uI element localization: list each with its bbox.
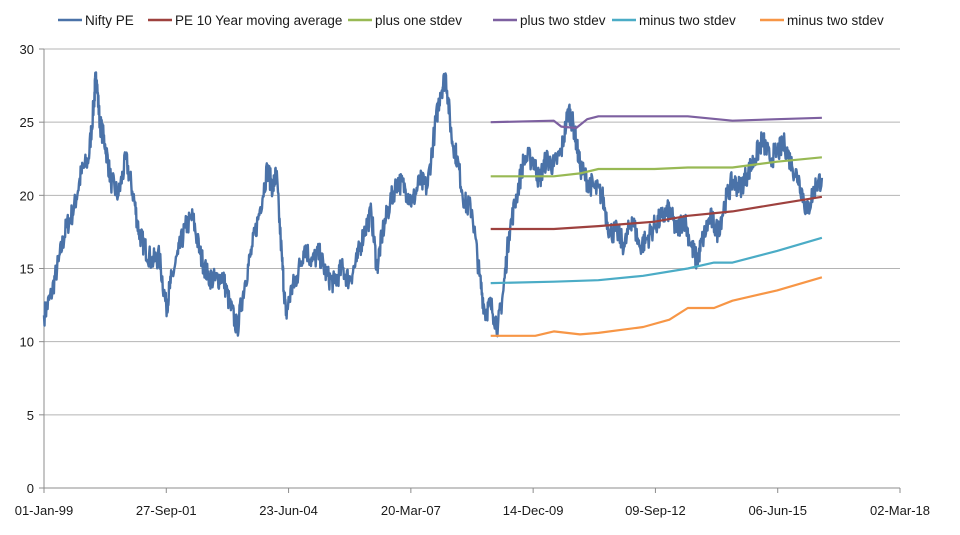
legend-label: minus two stdev: [639, 13, 736, 28]
series-line-6: [490, 276, 823, 337]
legend-label: plus one stdev: [375, 13, 462, 28]
y-tick-label: 10: [20, 335, 34, 350]
x-tick-label: 01-Jan-99: [15, 503, 74, 518]
x-tick-label: 09-Sep-12: [625, 503, 686, 518]
series-line-1: [42, 71, 824, 338]
gridlines: [44, 48, 900, 416]
legend-label: Nifty PE: [85, 13, 134, 28]
legend-label: plus two stdev: [520, 13, 606, 28]
series-line-2: [490, 195, 823, 231]
y-tick-label: 20: [20, 188, 34, 203]
series-line-5: [490, 236, 823, 285]
x-tick-label: 20-Mar-07: [381, 503, 441, 518]
x-tick-label: 06-Jun-15: [748, 503, 807, 518]
legend-label: PE 10 Year moving average: [175, 13, 342, 28]
x-tick-label: 23-Jun-04: [259, 503, 318, 518]
y-tick-label: 25: [20, 115, 34, 130]
y-tick-label: 15: [20, 262, 34, 277]
legend-label: minus two stdev: [787, 13, 884, 28]
y-tick-label: 0: [27, 481, 34, 496]
axes: 0 5 10 15 20 25 30 01-Jan-99 27-Sep-01 23-Jun-04 2…: [15, 42, 930, 518]
x-tick-label: 27-Sep-01: [136, 503, 197, 518]
legend: Nifty PE PE 10 Year moving average plus on…: [58, 13, 884, 28]
series-line-4: [490, 115, 822, 130]
x-tick-label: 14-Dec-09: [503, 503, 564, 518]
y-tick-label: 5: [27, 408, 34, 423]
series-lines: [42, 71, 824, 338]
y-tick-label: 30: [20, 42, 34, 57]
x-tick-label: 02-Mar-18: [870, 503, 930, 518]
series-line-3: [490, 156, 823, 178]
